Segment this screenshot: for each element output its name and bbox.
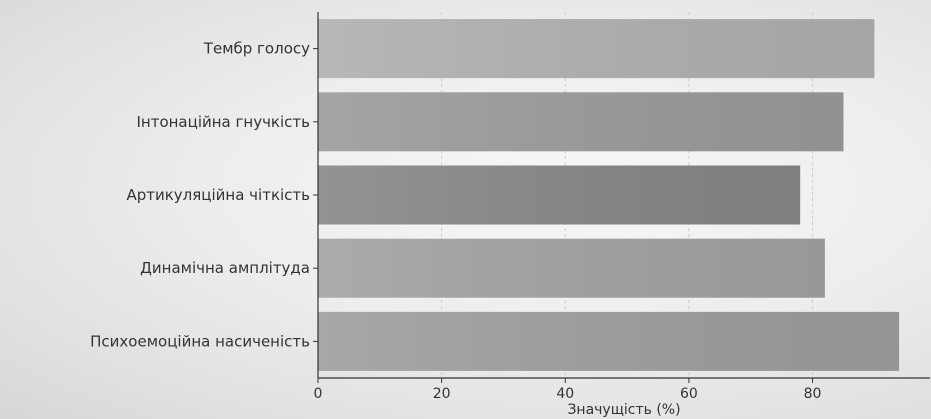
bar-sheen	[318, 165, 801, 225]
x-tick-label: 0	[314, 386, 323, 402]
x-tick-label: 60	[680, 386, 698, 402]
category-label: Артикуляційна чіткість	[126, 186, 310, 204]
category-label: Психоемоційна насиченість	[90, 332, 310, 350]
bar-sheen	[318, 92, 844, 152]
category-labels: Тембр голосу Інтонаційна гнучкість Артикул…	[90, 40, 310, 351]
bar-sheen	[318, 238, 825, 298]
category-label: Інтонаційна гнучкість	[136, 113, 310, 131]
x-axis-label: Значущість (%)	[567, 402, 680, 418]
bar-sheen	[318, 311, 900, 371]
axes	[317, 12, 930, 379]
bars	[313, 19, 900, 371]
x-tick-label: 20	[433, 386, 451, 402]
category-label: Динамічна амплітуда	[140, 259, 310, 277]
bar-sheen	[318, 19, 875, 79]
category-label: Тембр голосу	[203, 40, 310, 58]
x-tick-label: 40	[556, 386, 574, 402]
x-tick-label: 80	[804, 386, 822, 402]
x-tick-labels: 0 20 40 60 80	[314, 378, 822, 402]
